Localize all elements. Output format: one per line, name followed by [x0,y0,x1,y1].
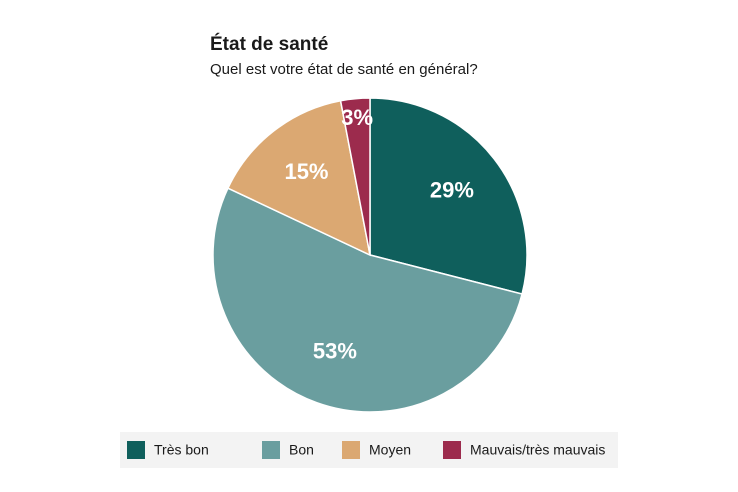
chart-title: État de santé [210,33,328,55]
legend-label: Très bon [154,442,209,458]
legend-label: Mauvais/très mauvais [470,442,605,458]
chart-subtitle: Quel est votre état de santé en général? [210,61,478,78]
legend-swatch [127,441,145,459]
slice-label: 53% [313,338,357,363]
legend-swatch [443,441,461,459]
slice-label: 29% [430,177,474,202]
legend-label: Bon [289,442,314,458]
pie-slice [339,97,371,256]
slice-label: 3% [341,105,373,130]
legend-swatch [262,441,280,459]
legend-box [120,432,618,468]
pie-slice [226,99,372,257]
pie-slice [212,187,523,413]
legend-swatch [342,441,360,459]
slice-label: 15% [284,159,328,184]
pie-slice [369,97,528,295]
legend-label: Moyen [369,442,411,458]
